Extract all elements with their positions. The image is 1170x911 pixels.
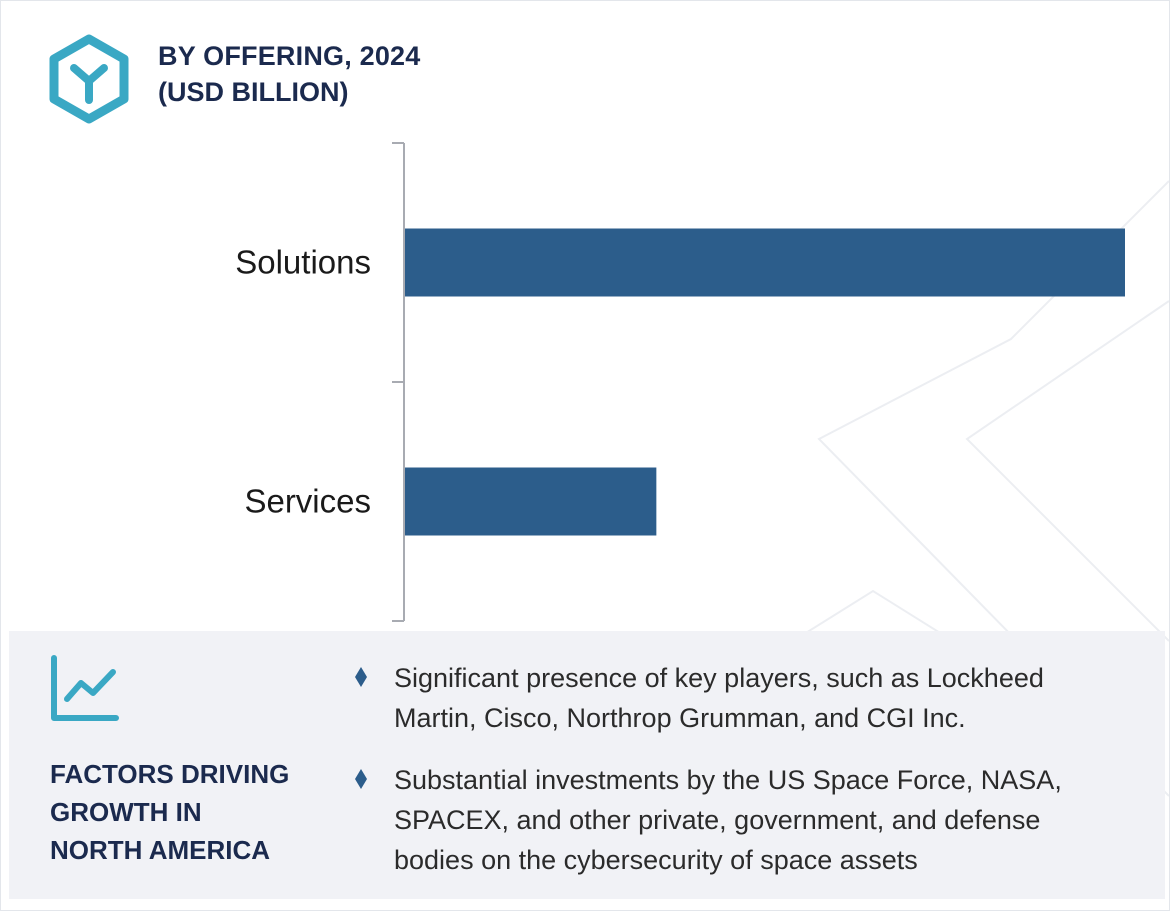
- category-label: Services: [244, 483, 371, 520]
- factors-heading-line: GROWTH IN: [50, 797, 202, 827]
- factors-list: Significant presence of key players, suc…: [354, 658, 1144, 902]
- diamond-bullet-icon: [355, 769, 367, 789]
- growth-factors-panel: FACTORS DRIVING GROWTH IN NORTH AMERICA …: [9, 631, 1165, 899]
- chart-title: BY OFFERING, 2024: [158, 41, 421, 71]
- bar-services: [405, 467, 657, 536]
- bar-series: [405, 228, 1125, 536]
- factor-text-line: Martin, Cisco, Northrop Grumman, and CGI…: [394, 703, 966, 733]
- diamond-bullet-icon: [355, 667, 367, 687]
- hexagon-y-logo-icon: [49, 34, 129, 124]
- factors-heading: FACTORS DRIVING GROWTH IN NORTH AMERICA: [50, 755, 330, 869]
- factors-heading-line: NORTH AMERICA: [50, 835, 271, 865]
- chart-subtitle: (USD BILLION): [158, 77, 349, 107]
- bar-solutions: [405, 228, 1125, 297]
- factors-heading-line: FACTORS DRIVING: [50, 759, 290, 789]
- category-label: Solutions: [235, 244, 371, 281]
- bar-chart: Solutions Services: [235, 142, 1125, 622]
- factor-item: Significant presence of key players, suc…: [354, 658, 1144, 738]
- factor-text-line: SPACEX, and other private, government, a…: [394, 805, 1041, 835]
- factor-text-line: bodies on the cybersecurity of space ass…: [394, 845, 918, 875]
- factor-text-line: Significant presence of key players, suc…: [394, 663, 1044, 693]
- factor-text-line: Substantial investments by the US Space …: [394, 765, 1062, 795]
- category-axis: [392, 142, 405, 622]
- trend-line-chart-icon: [51, 655, 119, 721]
- category-labels: Solutions Services: [235, 244, 371, 520]
- factor-item: Substantial investments by the US Space …: [354, 760, 1144, 880]
